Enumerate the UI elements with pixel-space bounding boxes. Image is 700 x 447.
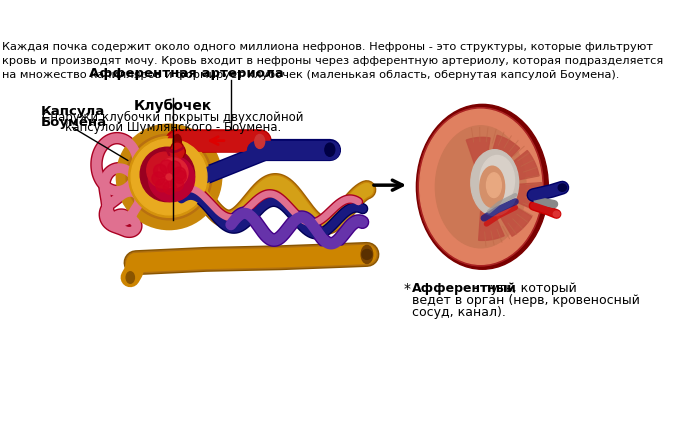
Circle shape <box>148 156 195 202</box>
Circle shape <box>131 139 207 215</box>
Text: Клубочек: Клубочек <box>134 99 212 113</box>
Ellipse shape <box>558 184 566 191</box>
Ellipse shape <box>416 104 548 269</box>
Ellipse shape <box>553 211 560 217</box>
Circle shape <box>173 167 186 180</box>
Circle shape <box>160 160 173 173</box>
Polygon shape <box>479 209 504 240</box>
Circle shape <box>140 147 195 202</box>
Circle shape <box>156 179 169 192</box>
Circle shape <box>362 249 372 259</box>
Polygon shape <box>503 151 539 182</box>
Circle shape <box>158 158 188 188</box>
Ellipse shape <box>480 156 514 205</box>
Text: Капсула: Капсула <box>41 105 106 118</box>
Circle shape <box>153 164 167 177</box>
Text: *: * <box>404 283 415 296</box>
Text: Афферентный: Афферентный <box>412 283 517 295</box>
Circle shape <box>152 172 165 185</box>
Polygon shape <box>466 137 490 165</box>
Ellipse shape <box>435 126 526 248</box>
Ellipse shape <box>126 272 134 283</box>
Text: Афферентная артериола: Афферентная артериола <box>89 67 284 80</box>
Polygon shape <box>508 183 542 211</box>
Ellipse shape <box>471 150 519 215</box>
Circle shape <box>147 152 183 189</box>
Circle shape <box>163 181 176 194</box>
Text: капсулой Шумлянского - Боумена.: капсулой Шумлянского - Боумена. <box>65 121 281 134</box>
Circle shape <box>168 161 181 174</box>
Text: сосуд, канал).: сосуд, канал). <box>412 306 506 319</box>
Ellipse shape <box>255 135 265 148</box>
Polygon shape <box>496 200 532 236</box>
Ellipse shape <box>361 245 372 263</box>
Circle shape <box>170 177 183 191</box>
Ellipse shape <box>173 135 181 148</box>
Circle shape <box>129 136 209 217</box>
Polygon shape <box>489 135 519 169</box>
Ellipse shape <box>420 110 542 264</box>
Text: Каждая почка содержит около одного миллиона нефронов. Нефроны - это структуры, к: Каждая почка содержит около одного милли… <box>3 42 664 80</box>
Circle shape <box>126 134 212 220</box>
Ellipse shape <box>480 166 505 207</box>
Circle shape <box>173 170 186 184</box>
Ellipse shape <box>486 173 501 198</box>
Ellipse shape <box>418 108 543 266</box>
Ellipse shape <box>325 143 335 156</box>
Text: Боумена: Боумена <box>41 116 107 129</box>
Text: : путь, который: : путь, который <box>474 283 577 295</box>
Text: Снаружи клубочки покрыты двухслойной: Снаружи клубочки покрыты двухслойной <box>43 111 304 124</box>
Text: ведет в орган (нерв, кровеносный: ведет в орган (нерв, кровеносный <box>412 294 640 307</box>
